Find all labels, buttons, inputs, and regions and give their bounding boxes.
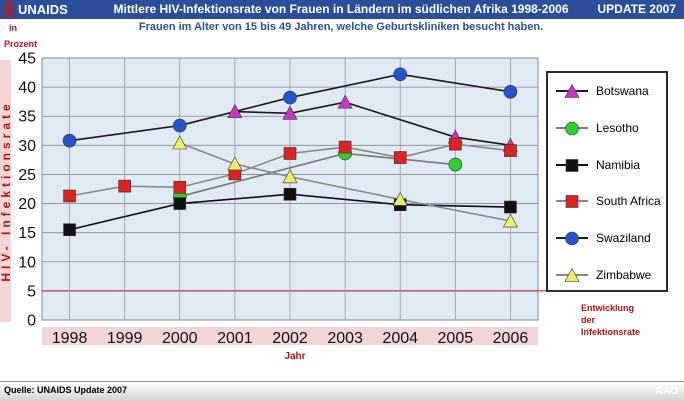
data-point-south-africa: [449, 137, 462, 151]
legend-item-botswana: Botswana: [548, 81, 666, 101]
data-point-zimbabwe: [227, 156, 243, 171]
y-tick-label: 15: [18, 225, 36, 242]
data-point-south-africa: [283, 147, 297, 160]
data-point-lesotho: [448, 157, 463, 172]
unaids-logo: UNAIDS: [2, 1, 68, 18]
y-tick-label: 0: [27, 313, 36, 330]
data-point-zimbabwe: [392, 191, 408, 206]
y-axis-band: [0, 60, 11, 322]
legend-item-namibia: Namibia: [548, 155, 666, 175]
unit-label-prozent: Prozent: [4, 39, 38, 49]
data-point-south-africa: [338, 140, 352, 154]
legend-marker: [564, 83, 580, 98]
y-tick-label: 30: [18, 138, 36, 155]
data-point-swaziland: [503, 84, 518, 99]
legend-marker-shape: [564, 267, 580, 282]
data-point-swaziland: [283, 90, 297, 105]
legend-marker: [565, 195, 579, 209]
legend-marker-shape: [565, 231, 579, 246]
data-point-swaziland: [172, 118, 187, 133]
y-tick-label: 35: [18, 109, 36, 126]
reference-line-note: Entwicklung der Infektionsrate: [581, 303, 641, 337]
chart-title: Mittlere HIV-Infektionsrate von Frauen i…: [113, 2, 569, 16]
x-tick-label: 2003: [327, 330, 363, 347]
x-tick-label: 2006: [493, 330, 529, 347]
header-bar: UNAIDS Mittlere HIV-Infektionsrate von F…: [0, 0, 684, 19]
x-tick-label: 2004: [382, 330, 418, 347]
data-point-zimbabwe: [282, 169, 298, 184]
legend-label: Lesotho: [596, 120, 639, 135]
data-point-swaziland: [62, 133, 77, 148]
x-tick-label: 2001: [217, 330, 253, 347]
x-axis-band: [42, 327, 538, 345]
legend-label: Swaziland: [596, 231, 651, 246]
data-point-botswana: [227, 103, 243, 118]
x-tick-label: 1998: [52, 330, 88, 347]
x-tick-label: 1999: [107, 330, 143, 347]
x-tick-label: 2000: [162, 330, 198, 347]
legend-label: Namibia: [596, 157, 641, 172]
x-axis-label: Jahr: [284, 351, 306, 362]
source-note: Quelle: UNAIDS Update 2007: [4, 385, 128, 395]
legend-item-south-africa: South Africa: [548, 191, 666, 211]
data-point-swaziland: [393, 67, 408, 82]
legend-marker-shape: [564, 83, 580, 98]
legend-item-lesotho: Lesotho: [548, 118, 666, 138]
y-tick-label: 10: [18, 254, 36, 271]
data-point-south-africa: [118, 179, 131, 193]
legend-marker-shape: [565, 195, 579, 209]
data-point-botswana: [337, 94, 353, 109]
data-point-south-africa: [504, 144, 517, 157]
legend-label: South Africa: [596, 194, 661, 209]
legend-marker-shape: [565, 158, 579, 172]
x-tick-label: 2005: [438, 330, 474, 347]
chart-subtitle: Frauen im Alter von 15 bis 49 Jahren, we…: [138, 21, 544, 33]
data-point-zimbabwe: [172, 135, 188, 150]
data-point-namibia: [504, 200, 517, 214]
legend-marker: [565, 231, 579, 246]
footer-bar: Quelle: UNAIDS Update 2007 RAO: [0, 381, 684, 401]
data-point-south-africa: [173, 180, 187, 194]
legend-marker-shape: [565, 121, 579, 136]
legend-label: Botswana: [596, 84, 649, 98]
y-tick-label: 20: [18, 196, 36, 213]
rao-mark: RAO: [655, 386, 678, 397]
update-label: UPDATE 2007: [597, 2, 676, 16]
legend-marker: [565, 121, 579, 136]
data-point-south-africa: [393, 151, 407, 164]
legend-marker: [564, 267, 580, 282]
legend: Botswana Lesotho Namibia South Africa Swazil…: [546, 71, 668, 292]
legend-marker: [565, 158, 579, 172]
legend-item-zimbabwe: Zimbabwe: [548, 265, 666, 285]
data-point-zimbabwe: [502, 213, 518, 228]
aids-ribbon-icon: [2, 1, 16, 18]
y-tick-label: 45: [18, 51, 36, 68]
data-point-namibia: [63, 223, 76, 237]
data-point-namibia: [173, 197, 187, 210]
legend-item-swaziland: Swaziland: [548, 228, 666, 248]
unit-label-in: in: [9, 23, 17, 33]
data-point-botswana: [282, 105, 298, 120]
y-tick-label: 40: [18, 80, 36, 97]
data-point-namibia: [283, 187, 297, 201]
y-tick-label: 25: [18, 167, 36, 184]
legend-label: Zimbabwe: [596, 268, 652, 282]
data-point-south-africa: [63, 189, 76, 203]
logo-text: UNAIDS: [18, 2, 68, 17]
y-tick-label: 5: [27, 283, 36, 300]
x-tick-label: 2002: [272, 330, 308, 347]
